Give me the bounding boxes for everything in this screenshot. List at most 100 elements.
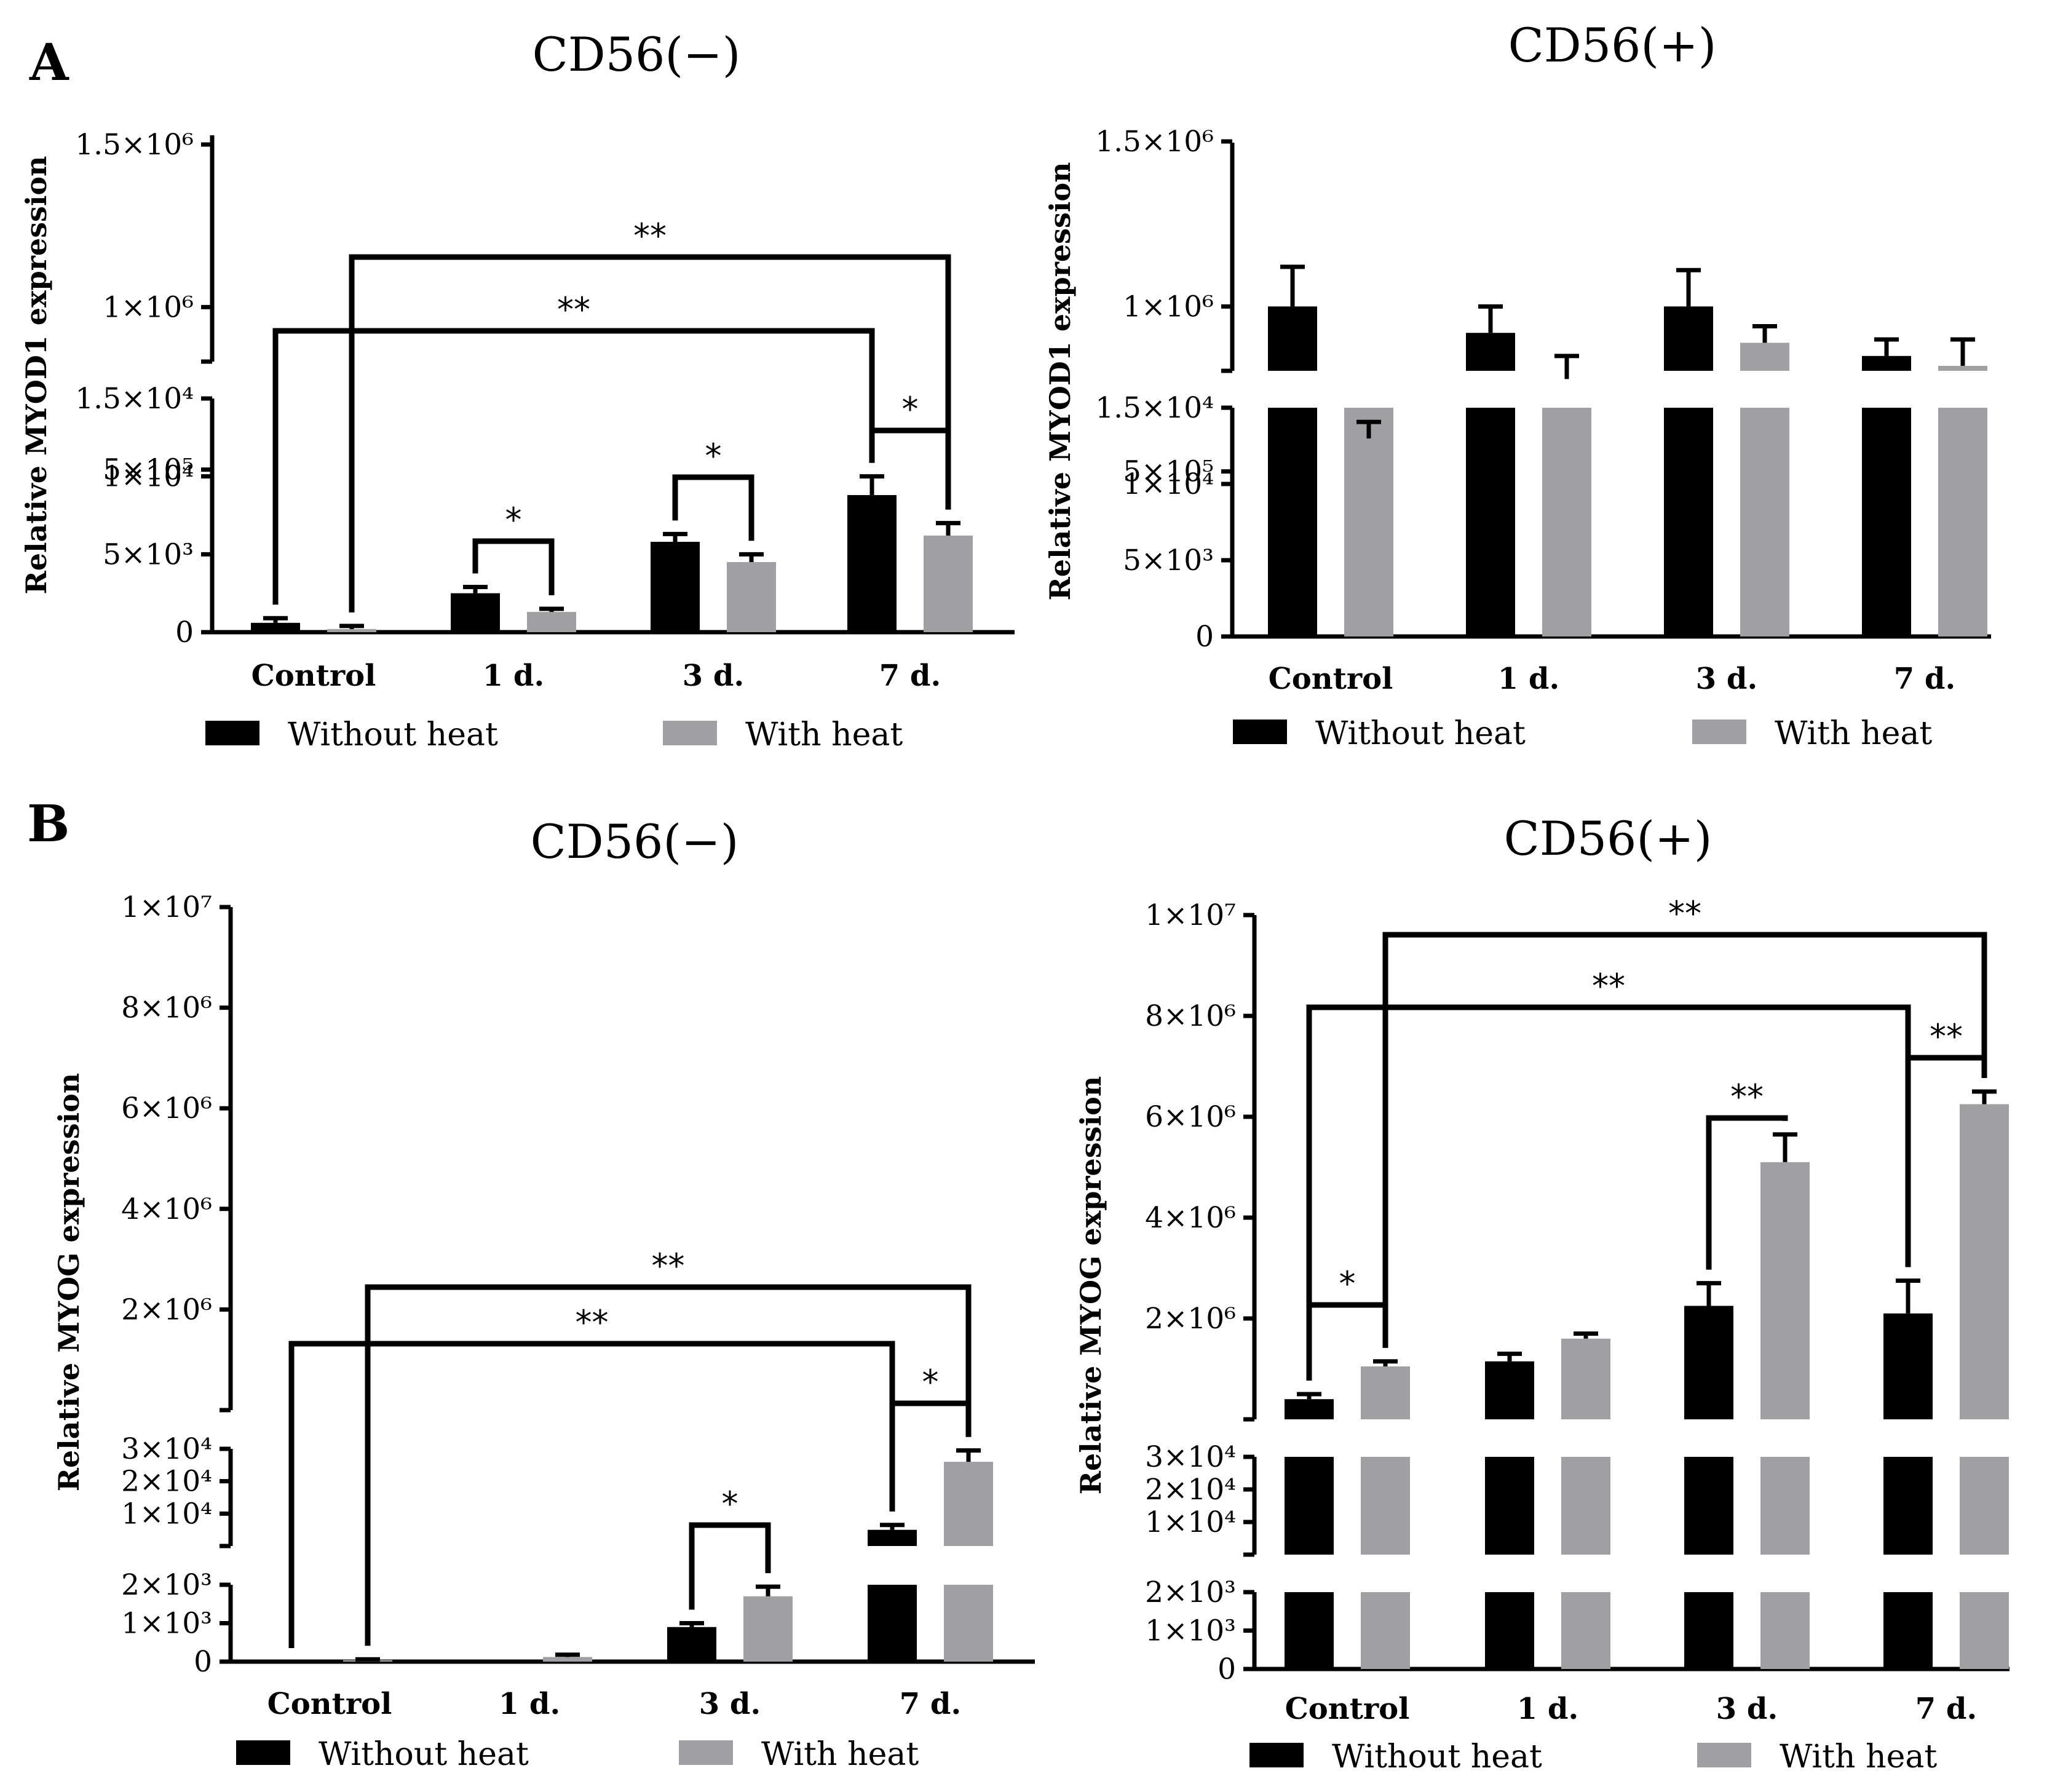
y-axis: 0 5×10³ 1×10⁴ 1.5×10⁴ 5×10⁵ 1×10⁶ 1.5×10⁶ [1095, 125, 1235, 654]
legend-label: Without heat [288, 716, 498, 753]
panel-label-b: B [27, 795, 69, 854]
bar-with-heat [1938, 365, 1987, 371]
bar-with-heat [1361, 1592, 1410, 1669]
bar-with-heat [944, 1585, 993, 1662]
bar-without-heat [1684, 1457, 1733, 1555]
bar-with-heat [727, 562, 776, 632]
significance-label: * [705, 437, 722, 475]
significance-label: ** [633, 216, 667, 255]
chart-title: CD56(−) [533, 27, 741, 82]
y-tick-label: 2×10⁶ [1145, 1302, 1236, 1336]
y-tick-label: 5×10⁵ [1123, 455, 1214, 489]
bar-without-heat [1485, 1592, 1534, 1669]
bar-without-heat [1285, 1399, 1334, 1419]
legend-swatch-without-heat [236, 1740, 290, 1765]
bar-with-heat [1960, 1457, 2009, 1555]
significance-bracket [472, 538, 555, 595]
y-tick-label: 1.5×10⁴ [75, 382, 194, 416]
bar-with-heat [1361, 1366, 1410, 1419]
bar-with-heat [1938, 408, 1987, 636]
legend: Without heat With heat [1249, 1738, 1937, 1775]
bar-without-heat [868, 1529, 917, 1546]
legend-swatch-with-heat [663, 721, 717, 745]
bar-with-heat [1361, 1457, 1410, 1555]
bar-without-heat [667, 1627, 716, 1662]
significance-label: * [922, 1363, 939, 1401]
x-tick-label: Control [267, 1687, 392, 1721]
x-tick-label: 1 d. [1517, 1692, 1578, 1726]
legend-label: With heat [745, 716, 903, 753]
y-tick-label: 2×10⁴ [1145, 1473, 1236, 1507]
bar-without-heat [1664, 306, 1713, 371]
y-tick-label: 0 [194, 1645, 212, 1679]
significance-bracket [272, 328, 875, 605]
bar-without-heat [1883, 1313, 1933, 1419]
bar-with-heat [1561, 1338, 1610, 1419]
legend-swatch-with-heat [1692, 720, 1746, 744]
y-tick-label: 1×10³ [121, 1607, 212, 1641]
bar-with-heat [543, 1657, 592, 1662]
x-tick-label: Control [1269, 662, 1393, 696]
bar-without-heat [451, 593, 500, 632]
significance: ******* [272, 216, 951, 613]
y-tick-label: 1.5×10⁴ [1095, 391, 1214, 425]
bar-without-heat [1485, 1457, 1534, 1555]
x-tick-label: 1 d. [499, 1687, 560, 1721]
legend-label: With heat [761, 1736, 919, 1773]
bars [1268, 264, 1987, 636]
bar-with-heat [527, 612, 576, 632]
legend-swatch-with-heat [679, 1740, 733, 1765]
y-tick-label: 1×10⁷ [121, 890, 212, 924]
x-tick-label: 7 d. [1915, 1692, 1977, 1726]
significance-label: ** [576, 1303, 609, 1342]
chart-a-right: CD56(+) Relative MYOD1 expression 0 5×10³ 1×… [1043, 18, 1991, 752]
chart-a-left: CD56(−) Relative MYOD1 expression 0 5×10³ 1×… [20, 27, 1015, 753]
bar-with-heat [1344, 408, 1393, 636]
y-tick-label: 1×10⁴ [1145, 1505, 1236, 1539]
x-tick-label: 7 d. [900, 1687, 961, 1721]
bar-with-heat [1760, 1592, 1810, 1669]
significance-bracket [365, 1284, 972, 1646]
x-tick-label: 3 d. [1716, 1692, 1778, 1726]
y-tick-label: 5×10³ [1123, 544, 1214, 577]
significance-bracket [288, 1341, 895, 1648]
bar-without-heat [651, 542, 700, 632]
chart-b-left: CD56(−) Relative MYOG expression 0 1×10³ 2×1… [52, 814, 1035, 1773]
x-tick-label: Control [251, 659, 376, 693]
significance-bracket [349, 254, 951, 613]
significance-label: ** [1592, 967, 1625, 1005]
bar-without-heat [1285, 1592, 1334, 1669]
y-tick-label: 0 [175, 616, 194, 649]
significance: ********* [1306, 894, 1987, 1381]
bar-with-heat [1760, 1162, 1810, 1419]
bar-without-heat [1285, 1457, 1334, 1555]
significance-label: ** [1730, 1077, 1764, 1116]
bar-with-heat [1561, 1457, 1610, 1555]
significance-label: * [722, 1485, 738, 1523]
legend-label: Without heat [1315, 715, 1526, 752]
bar-without-heat [251, 622, 300, 632]
y-tick-label: 4×10⁶ [1145, 1201, 1236, 1235]
bar-without-heat [1862, 408, 1911, 636]
y-tick-label: 0 [1195, 620, 1214, 654]
bar-with-heat [1740, 408, 1789, 636]
bar-with-heat [327, 628, 376, 632]
bar-with-heat [1542, 408, 1591, 636]
x-tick-label: Control [1285, 1692, 1410, 1726]
y-axis-label: Relative MYOD1 expression [1043, 162, 1077, 601]
legend: Without heat With heat [1233, 715, 1932, 752]
significance-label: ** [557, 290, 590, 329]
significance-label: ** [1930, 1017, 1963, 1056]
bar-without-heat [1268, 306, 1317, 371]
y-tick-label: 2×10³ [1145, 1576, 1236, 1609]
y-axis-label: Relative MYOG expression [52, 1073, 85, 1491]
chart-title: CD56(+) [1508, 18, 1717, 73]
bar-without-heat [1664, 408, 1713, 636]
legend: Without heat With heat [236, 1736, 919, 1773]
bars [251, 474, 973, 632]
chart-title: CD56(−) [531, 814, 739, 869]
legend-label: With heat [1780, 1738, 1937, 1775]
x-tick-label: 1 d. [483, 659, 544, 693]
chart-title: CD56(+) [1504, 811, 1713, 866]
